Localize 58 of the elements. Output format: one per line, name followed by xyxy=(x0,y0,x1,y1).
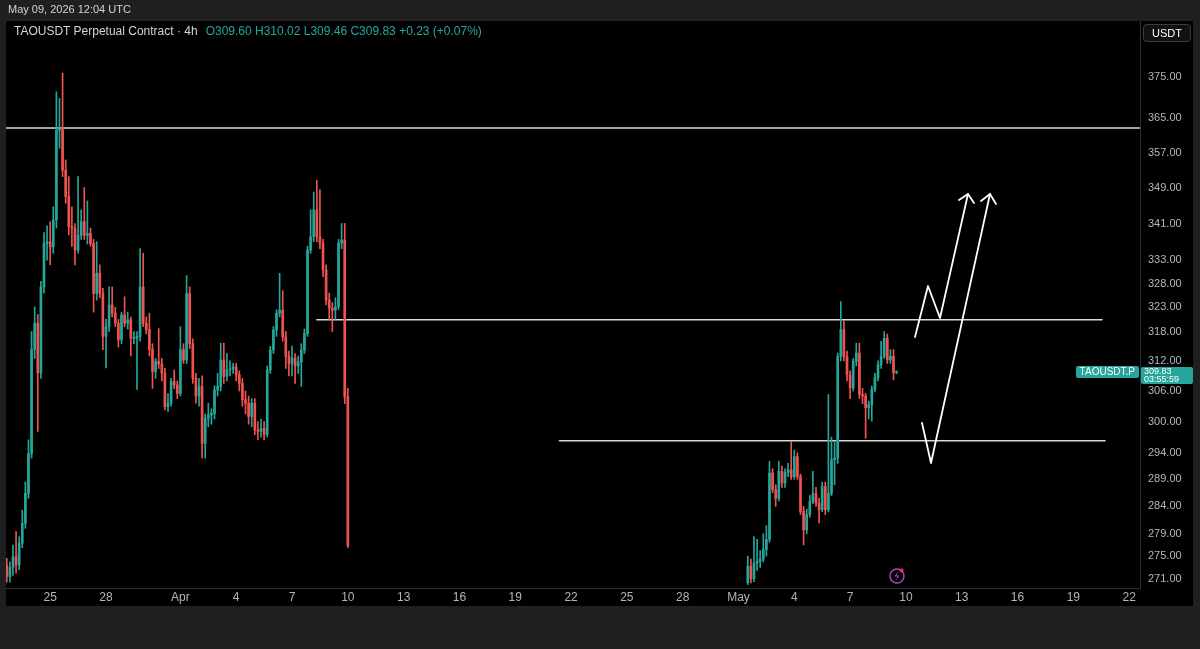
x-tick-label: 22 xyxy=(1122,589,1137,604)
y-tick-label: 328.00 xyxy=(1148,276,1182,289)
text: 309.83 xyxy=(1144,365,1173,376)
candlestick xyxy=(182,343,185,364)
candlestick xyxy=(123,296,126,327)
x-tick-label: May xyxy=(727,589,750,604)
x-tick-label: 19 xyxy=(508,589,523,604)
y-axis-title: USDT xyxy=(1143,24,1191,42)
y-tick-label: 275.00 xyxy=(1148,549,1182,562)
x-tick-label: 16 xyxy=(1010,589,1025,604)
x-tick-label: 10 xyxy=(899,589,913,604)
x-tick-label: 28 xyxy=(676,589,690,604)
x-tick-label: 7 xyxy=(288,589,296,604)
x-tick-label: 25 xyxy=(43,589,58,604)
x-tick-label: 25 xyxy=(620,589,634,604)
candlestick xyxy=(86,200,89,245)
x-tick-label: 13 xyxy=(955,589,969,604)
candlestick xyxy=(889,349,892,364)
x-tick-label: 19 xyxy=(1066,589,1081,604)
y-tick-label: 341.00 xyxy=(1148,216,1182,229)
chart-title: TAOUSDT Perpetual Contract · 4h xyxy=(14,24,198,38)
y-tick-label: 294.00 xyxy=(1148,445,1182,458)
y-tick-label: 312.00 xyxy=(1148,353,1182,366)
candlestick xyxy=(247,395,250,425)
x-tick-label: 10 xyxy=(341,589,355,604)
candlestick xyxy=(185,275,188,364)
text: May 09, 2026 12:04 UTC xyxy=(8,3,131,15)
y-tick-label: 300.00 xyxy=(1148,414,1182,427)
candlestick xyxy=(892,349,895,381)
y-tick-label: 357.00 xyxy=(1148,145,1182,158)
candlestick xyxy=(126,311,130,330)
annotation: TAOUSDT.P xyxy=(1075,365,1139,378)
x-tick-label: 22 xyxy=(564,589,579,604)
x-tick-label: 28 xyxy=(99,589,113,604)
y-tick-label: 284.00 xyxy=(1148,499,1182,512)
candlestick xyxy=(895,370,898,374)
x-tick-label: Apr xyxy=(171,589,190,604)
candlestick xyxy=(827,394,830,513)
y-tick-label: 365.00 xyxy=(1148,111,1182,124)
text: 03:55:59 xyxy=(1144,374,1181,385)
y-tick-label: 318.00 xyxy=(1148,324,1182,337)
x-tick-label: 4 xyxy=(790,589,798,604)
y-tick-label: 375.00 xyxy=(1148,69,1182,82)
candlestick xyxy=(154,358,157,379)
y-tick-label: 289.00 xyxy=(1148,472,1182,485)
x-tick-label: 7 xyxy=(846,589,854,604)
x-tick-label: 16 xyxy=(452,589,467,604)
y-tick-label: 323.00 xyxy=(1148,300,1182,313)
y-tick-label: 306.00 xyxy=(1148,384,1182,397)
candlestick xyxy=(179,326,182,397)
candlestick xyxy=(120,311,123,345)
y-tick-label: 333.00 xyxy=(1148,253,1182,266)
x-tick-label: 4 xyxy=(232,589,240,604)
y-tick-label: 349.00 xyxy=(1148,180,1182,193)
x-tick-label: 13 xyxy=(396,589,411,604)
y-tick-label: 271.00 xyxy=(1148,571,1182,584)
annotation: O309.60 H310.02 L309.46 C309.83 +0.23 (+0.07%) xyxy=(205,24,482,38)
y-tick-label: 279.00 xyxy=(1148,526,1182,539)
